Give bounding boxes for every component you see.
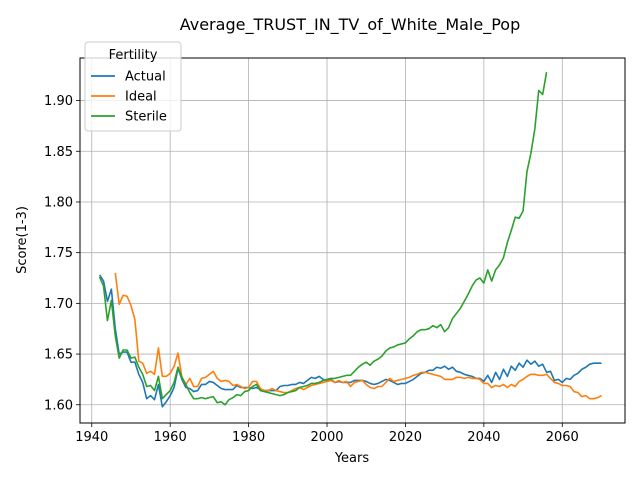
y-tick-label: 1.90 (44, 94, 73, 109)
series-line-ideal (114, 272, 602, 400)
series-layer (98, 72, 602, 408)
x-tick-label: 1980 (232, 430, 265, 445)
y-tick-label: 1.85 (44, 145, 73, 160)
legend: Fertility Actual Ideal Sterile (84, 41, 182, 132)
legend-label-ideal: Ideal (125, 90, 157, 105)
x-tick-label: 1960 (154, 430, 187, 445)
y-tick-label: 1.65 (44, 348, 73, 363)
grid (80, 58, 625, 423)
series-line-actual (98, 274, 602, 408)
legend-box (84, 41, 182, 132)
x-tick-label: 2020 (389, 430, 422, 445)
x-tick-label: 2000 (310, 430, 343, 445)
y-tick-label: 1.60 (44, 398, 73, 413)
y-axis-label: Score(1-3) (15, 206, 30, 274)
x-axis-label: Years (334, 451, 370, 466)
legend-title: Fertility (109, 48, 158, 63)
x-axis: 1940 1960 1980 2000 2020 2040 2060 (75, 423, 579, 445)
y-tick-label: 1.70 (44, 297, 73, 312)
y-axis: 1.60 1.65 1.70 1.75 1.80 1.85 1.90 (44, 94, 80, 413)
series-line-sterile (98, 72, 548, 406)
y-tick-label: 1.80 (44, 195, 73, 210)
plot-frame (79, 57, 626, 424)
legend-label-sterile: Sterile (125, 110, 167, 125)
y-tick-label: 1.75 (44, 246, 73, 261)
x-tick-label: 2060 (546, 430, 579, 445)
chart-title: Average_TRUST_IN_TV_of_White_Male_Pop (180, 15, 521, 35)
legend-label-actual: Actual (125, 70, 166, 85)
x-tick-label: 1940 (75, 430, 108, 445)
x-tick-label: 2040 (467, 430, 500, 445)
